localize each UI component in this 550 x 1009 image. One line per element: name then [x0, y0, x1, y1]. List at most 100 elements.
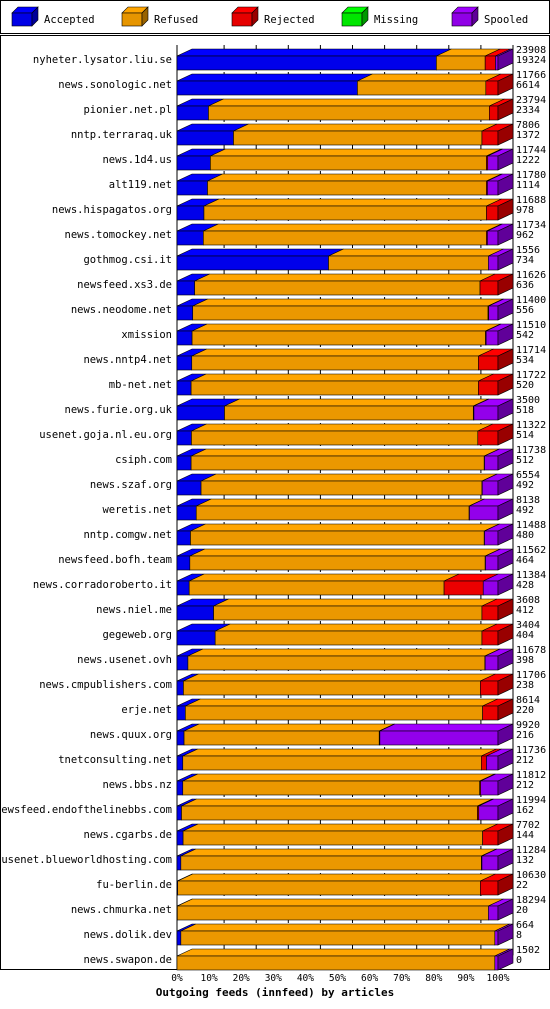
bar-segment-rejected — [478, 356, 498, 370]
bar-segment-top-refused — [183, 749, 497, 756]
accepted-value-label: 238 — [516, 680, 534, 691]
bar-segment-spooled — [488, 906, 498, 920]
bar-segment-refused — [185, 706, 482, 720]
bar-segment-top-refused — [204, 199, 501, 206]
bar-segment-accepted — [177, 506, 196, 520]
bar-row — [177, 899, 513, 920]
bar-row — [177, 874, 513, 895]
bar-row — [177, 299, 513, 320]
accepted-value-label: 6614 — [516, 80, 540, 91]
bar-segment-refused — [192, 331, 485, 345]
bar-segment-refused — [183, 756, 482, 770]
legend-label: Accepted — [44, 14, 95, 26]
category-label: newsfeed.xs3.de — [77, 279, 172, 291]
x-axis-title: Outgoing feeds (innfeed) by articles — [156, 986, 394, 999]
bar-segment-top-refused — [203, 224, 501, 231]
bar-segment-refused — [191, 456, 484, 470]
bar-row — [177, 799, 513, 820]
legend-label: Rejected — [264, 14, 315, 26]
accepted-value-label: 212 — [516, 780, 534, 791]
bar-segment-accepted — [177, 606, 214, 620]
category-label: newsfeed.endofthelinebbs.com — [0, 804, 172, 816]
category-label: news.tomockey.net — [65, 229, 172, 241]
bar-row — [177, 174, 513, 195]
bar-segment-spooled — [485, 556, 498, 570]
bar-segment-spooled — [380, 731, 498, 745]
bar-segment-top-refused — [192, 324, 500, 331]
bar-segment-refused — [215, 631, 482, 645]
category-label: news.neodome.net — [71, 304, 172, 316]
bar-segment-spooled — [482, 481, 498, 495]
bar-segment-accepted — [177, 231, 203, 245]
bar-segment-accepted — [177, 531, 190, 545]
bar-segment-accepted — [177, 831, 183, 845]
bar-row — [177, 574, 513, 595]
bar-segment-refused — [189, 581, 444, 595]
category-label: news.furie.org.uk — [65, 404, 173, 416]
accepted-value-label: 978 — [516, 205, 534, 216]
bar-segment-refused — [188, 656, 485, 670]
bar-row — [177, 674, 513, 695]
bar-segment-top-refused — [191, 449, 499, 456]
accepted-value-label: 492 — [516, 480, 534, 491]
category-label: nyheter.lysator.liu.se — [33, 54, 172, 66]
x-tick-label: 70% — [393, 973, 410, 984]
bar-segment-refused — [195, 281, 480, 295]
category-label: mb-net.net — [109, 379, 172, 391]
x-tick-label: 90% — [457, 973, 474, 984]
bar-segment-accepted — [177, 256, 329, 270]
bar-segment-spooled — [495, 956, 498, 970]
bar-row — [177, 924, 513, 945]
category-label: news.nntp4.net — [83, 354, 172, 366]
bar-segment-top-refused — [214, 599, 497, 606]
bar-segment-top-refused — [178, 874, 496, 881]
bar-row — [177, 274, 513, 295]
accepted-value-label: 556 — [516, 305, 534, 316]
bar-segment-accepted — [177, 556, 190, 570]
bar-segment-refused — [183, 681, 480, 695]
bar-segment-refused — [181, 806, 477, 820]
bar-segment-accepted — [177, 781, 183, 795]
bar-segment-accepted — [177, 756, 183, 770]
category-label: news.szaf.org — [90, 479, 172, 491]
bar-segment-accepted — [177, 106, 208, 120]
bar-segment-refused — [190, 556, 485, 570]
bar-segment-refused — [191, 381, 478, 395]
bar-row — [177, 499, 513, 520]
bar-segment-refused — [177, 906, 488, 920]
bar-row — [177, 699, 513, 720]
accepted-value-label: 0 — [516, 955, 522, 966]
bar-segment-top-refused — [196, 499, 484, 506]
category-label: news.dolik.dev — [83, 929, 172, 941]
accepted-value-label: 464 — [516, 555, 534, 566]
bar-segment-spooled — [487, 231, 498, 245]
bar-segment-refused — [208, 106, 489, 120]
bar-segment-accepted — [177, 281, 195, 295]
category-label: pionier.net.pl — [83, 104, 172, 116]
category-label: news.bbs.nz — [102, 779, 172, 791]
category-label: newsfeed.bofh.team — [58, 554, 172, 566]
bar-segment-top-refused — [177, 949, 510, 956]
bar-segment-rejected — [483, 706, 498, 720]
bar-segment-accepted — [177, 581, 189, 595]
accepted-value-label: 8 — [516, 930, 522, 941]
bar-segment-accepted — [177, 856, 181, 870]
accepted-value-label: 962 — [516, 230, 534, 241]
bar-segment-top-refused — [210, 149, 501, 156]
bar-segment-top-refused — [181, 849, 496, 856]
bar-segment-spooled — [481, 781, 498, 795]
bar-segment-top-refused — [183, 674, 495, 681]
bar-segment-spooled — [474, 406, 498, 420]
bar-segment-spooled — [488, 156, 498, 170]
category-label: alt119.net — [109, 179, 172, 191]
category-label: xmission — [121, 329, 172, 341]
bar-segment-refused — [233, 131, 481, 145]
accepted-value-label: 1222 — [516, 155, 540, 166]
bar-segment-accepted — [177, 706, 185, 720]
bar-row — [177, 149, 513, 170]
bar-row — [177, 599, 513, 620]
bar-segment-rejected — [485, 56, 495, 70]
category-label: nntp.terraraq.uk — [71, 129, 173, 141]
accepted-value-label: 512 — [516, 455, 534, 466]
bar-segment-spooled — [489, 306, 498, 320]
